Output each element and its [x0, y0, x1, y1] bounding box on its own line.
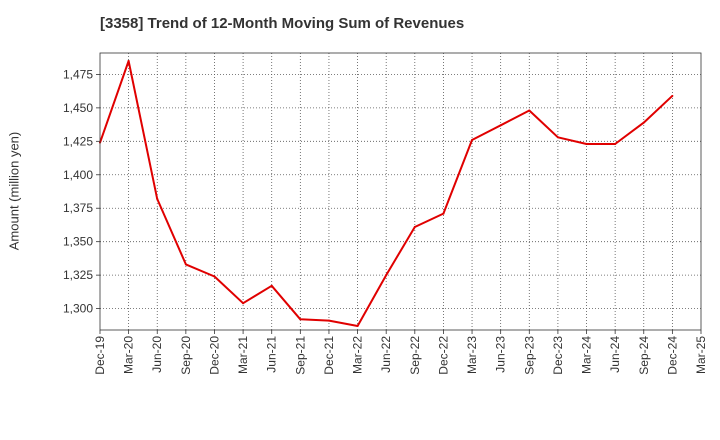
data-point	[356, 324, 359, 327]
data-point	[413, 225, 416, 228]
data-point	[471, 138, 474, 141]
data-point	[585, 142, 588, 145]
data-point	[385, 274, 388, 277]
x-tick-label: Dec-23	[551, 336, 565, 375]
x-tick-label: Dec-20	[207, 336, 221, 375]
data-point	[184, 263, 187, 266]
data-point	[614, 142, 617, 145]
x-tick-label: Jun-24	[608, 336, 622, 373]
x-tick-label: Sep-24	[637, 336, 651, 375]
data-point	[242, 302, 245, 305]
y-tick-label: 1,425	[63, 134, 93, 148]
data-point	[671, 94, 674, 97]
data-point	[442, 212, 445, 215]
y-tick-label: 1,400	[63, 168, 93, 182]
x-tick-label: Dec-22	[436, 336, 450, 375]
x-tick-label: Mar-22	[351, 336, 365, 374]
series-lines	[99, 60, 674, 327]
y-tick-label: 1,350	[63, 235, 93, 249]
x-tick-label: Dec-21	[322, 336, 336, 375]
x-tick-label: Jun-23	[494, 336, 508, 373]
x-tick-label: Mar-25	[694, 336, 708, 374]
x-tick-label: Sep-20	[179, 336, 193, 375]
x-tick-label: Mar-21	[236, 336, 250, 374]
x-axis-ticks: Dec-19 Mar-20 Jun-20 Sep-20 Dec-20 Mar-21 Jun-…	[93, 330, 708, 375]
data-point	[556, 136, 559, 139]
data-point	[127, 60, 130, 63]
data-point	[156, 197, 159, 200]
x-tick-label: Dec-24	[665, 336, 679, 375]
x-tick-label: Sep-23	[522, 336, 536, 375]
plot-area-frame	[99, 52, 702, 331]
x-tick-label: Jun-20	[150, 336, 164, 373]
y-axis-ticks: 1,300 1,325 1,350 1,375 1,400 1,425 1,450 1,475	[63, 67, 100, 316]
x-tick-label: Jun-22	[379, 336, 393, 373]
y-tick-label: 1,325	[63, 268, 93, 282]
data-point	[213, 275, 216, 278]
y-tick-label: 1,300	[63, 302, 93, 316]
data-point	[499, 124, 502, 127]
data-point	[642, 121, 645, 124]
x-tick-label: Sep-22	[408, 336, 422, 375]
y-tick-label: 1,475	[63, 67, 93, 81]
grid-lines	[100, 53, 701, 330]
y-tick-label: 1,450	[63, 101, 93, 115]
series-line	[99, 60, 674, 327]
x-tick-label: Mar-20	[122, 336, 136, 374]
x-tick-label: Jun-21	[265, 336, 279, 373]
x-tick-label: Mar-24	[580, 336, 594, 374]
data-point	[299, 318, 302, 321]
data-point	[528, 109, 531, 112]
x-tick-label: Sep-21	[293, 336, 307, 375]
data-point	[327, 319, 330, 322]
data-point	[270, 284, 273, 287]
y-tick-label: 1,375	[63, 201, 93, 215]
x-tick-label: Dec-19	[93, 336, 107, 375]
x-tick-label: Mar-23	[465, 336, 479, 374]
chart-title: [3358] Trend of 12-Month Moving Sum of R…	[100, 15, 465, 32]
